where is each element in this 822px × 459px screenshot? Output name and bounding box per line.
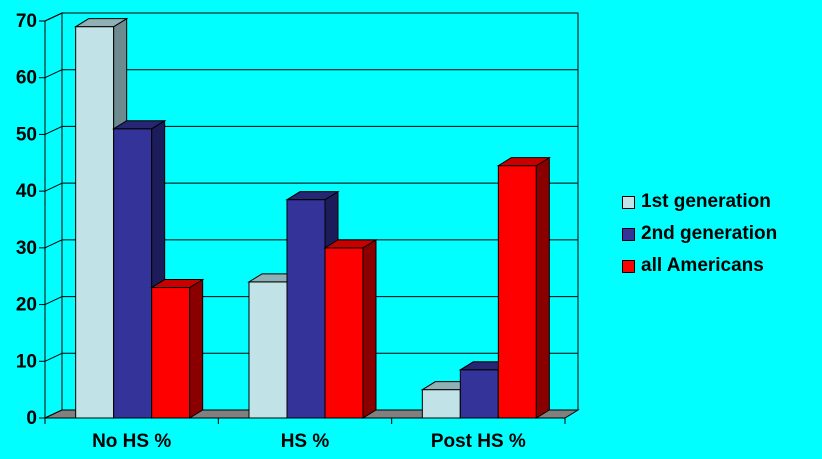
- y-tick-label: 30: [16, 238, 37, 259]
- bar-post-hs-2nd-generation: [459, 369, 499, 419]
- bar-top-post-hs-all-americans: [496, 157, 552, 167]
- bar-hs-all-americans: [324, 247, 364, 419]
- legend-swatch-2nd-generation: [622, 227, 635, 241]
- y-tick-label: 0: [26, 408, 37, 429]
- bar-hs-2nd-generation: [286, 199, 326, 419]
- gridline-side: [44, 125, 63, 135]
- bar-no-hs-1st-generation: [75, 26, 115, 419]
- y-tick-label: 20: [16, 295, 37, 316]
- x-tick-label-hs: HS %: [281, 431, 330, 452]
- y-tick-label: 50: [16, 124, 37, 145]
- bar-top-no-hs-all-americans: [149, 279, 205, 289]
- gridline-side: [44, 12, 63, 22]
- legend-label-1st-generation: 1st generation: [641, 191, 771, 212]
- bar-post-hs-all-americans: [497, 165, 537, 419]
- bar-side-post-hs-all-americans: [535, 156, 550, 419]
- legend-label-all-americans: all Americans: [641, 255, 764, 276]
- bar-top-no-hs-1st-generation: [73, 18, 129, 28]
- y-tick-label: 40: [16, 181, 37, 202]
- x-tick-label-post-hs: Post HS %: [431, 431, 526, 452]
- gridline-side: [44, 182, 63, 192]
- bar-hs-1st-generation: [248, 281, 288, 419]
- bar-side-no-hs-all-americans: [189, 278, 204, 419]
- x-tick-label-no-hs: No HS %: [92, 431, 171, 452]
- legend-item-1st-generation: 1st generation: [622, 186, 777, 218]
- legend-swatch-1st-generation: [622, 195, 635, 209]
- bar-top-no-hs-2nd-generation: [111, 120, 167, 130]
- bar-post-hs-1st-generation: [421, 389, 461, 419]
- legend-label-2nd-generation: 2nd generation: [641, 223, 778, 244]
- bar-top-hs-2nd-generation: [285, 191, 340, 201]
- y-tick-label: 60: [16, 68, 37, 89]
- gridline-side: [44, 69, 63, 79]
- bar-no-hs-all-americans: [151, 287, 191, 419]
- legend-item-2nd-generation: 2nd generation: [622, 218, 777, 250]
- gridline-side: [44, 296, 63, 306]
- gridline-side: [44, 239, 63, 249]
- legend-swatch-all-americans: [622, 259, 635, 273]
- bar-no-hs-2nd-generation: [113, 128, 153, 419]
- gridline-side: [44, 352, 63, 362]
- legend-item-all-americans: all Americans: [622, 250, 777, 282]
- bar-side-hs-all-americans: [362, 238, 377, 419]
- bar-top-hs-all-americans: [323, 239, 378, 249]
- y-tick-label: 70: [16, 11, 37, 32]
- y-tick-label: 10: [16, 351, 37, 372]
- legend: 1st generation 2nd generation all Americ…: [622, 186, 777, 282]
